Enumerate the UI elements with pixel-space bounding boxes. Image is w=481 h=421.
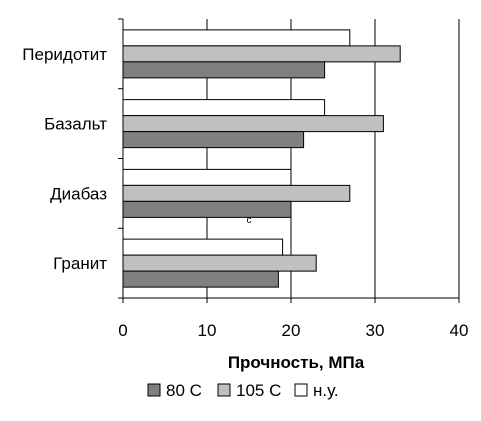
category-label-3: Гранит [53,254,107,273]
bar-1-1 [122,115,384,133]
bar-0-0 [122,29,351,47]
x-tick-labels: 0 10 20 30 40 [118,321,468,340]
legend-swatch-1 [217,383,231,397]
category-label-2: Диабаз [50,184,107,203]
x-tick-label-1: 10 [198,321,217,340]
legend-swatch-0 [147,383,161,397]
x-tick-label-2: 20 [282,321,301,340]
legend-label-2: н.у. [313,381,339,400]
bar-2-2 [122,200,292,218]
bar-0-1 [122,45,401,63]
category-label-1: Базальт [44,115,107,134]
x-tick-label-0: 0 [118,321,127,340]
bar-1-2 [122,131,305,149]
bar-0-2 [122,61,326,79]
legend-label-0: 80 С [166,381,202,400]
legend: 80 С 105 С н.у. [147,381,339,400]
bar-2-0 [122,168,292,186]
x-tick-label-4: 40 [450,321,469,340]
x-axis-label: Прочность, МПа [228,353,365,372]
category-labels: Перидотит Базальт Диабаз Гранит [22,45,107,273]
bar-2-1 [122,184,351,202]
bar-1-0 [122,99,326,117]
bars [122,29,401,288]
bar-3-1 [122,254,317,272]
legend-swatch-2 [294,383,308,397]
bar-3-0 [122,238,284,256]
x-tick-label-3: 30 [366,321,385,340]
legend-label-1: 105 С [236,381,281,400]
axes [118,18,460,303]
category-label-0: Перидотит [22,45,107,64]
bar-3-2 [122,270,279,288]
annotation-text: c [247,215,252,226]
